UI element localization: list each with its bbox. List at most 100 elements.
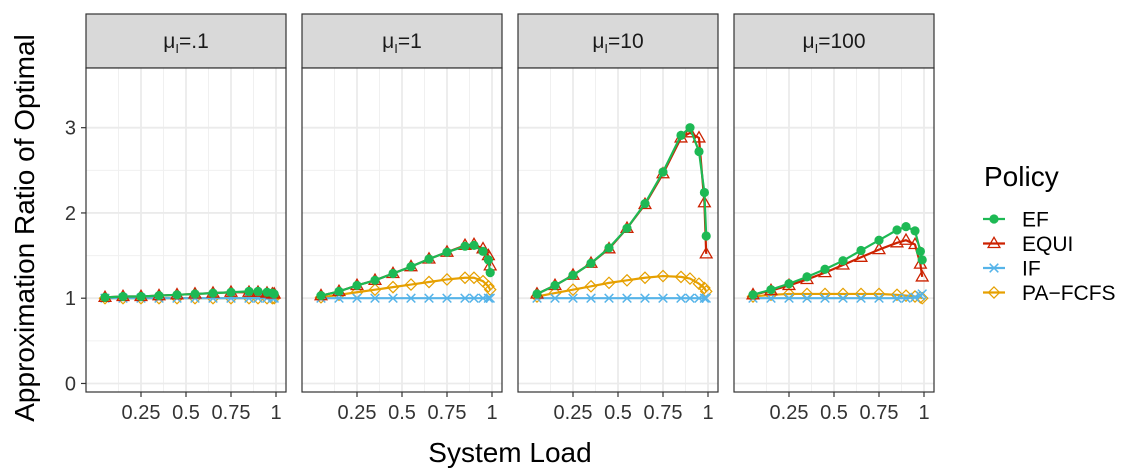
data-point	[874, 235, 884, 245]
data-point	[485, 293, 496, 304]
data-point	[458, 271, 472, 285]
series-pa-fcfs	[530, 269, 713, 303]
data-point	[136, 291, 146, 302]
facet-strip	[733, 13, 935, 69]
x-tick-label: 0.25	[122, 402, 161, 424]
data-point	[226, 287, 236, 297]
data-point	[838, 293, 848, 304]
data-point	[566, 283, 580, 297]
data-point	[917, 289, 928, 299]
legend-title: Policy	[984, 161, 1059, 192]
facet-strip	[85, 13, 287, 69]
data-point	[682, 125, 698, 138]
data-point	[206, 291, 220, 305]
x-tick-label: 0.5	[388, 402, 416, 424]
series-line	[536, 274, 708, 298]
legend-item-pa-fcfs: PA−FCFS	[983, 282, 1116, 305]
y-tick-label: 3	[65, 118, 76, 140]
data-point	[910, 226, 920, 236]
x-tick-label: 1	[486, 402, 497, 424]
data-point	[699, 246, 714, 259]
data-point	[622, 293, 632, 304]
legend-marker	[989, 214, 999, 224]
data-point	[658, 293, 668, 304]
data-point	[586, 258, 596, 268]
data-point	[701, 231, 711, 241]
data-point	[316, 291, 326, 301]
x-tick-label: 1	[702, 402, 713, 424]
facet-label: μI=10	[592, 30, 643, 56]
data-point	[568, 270, 578, 280]
panel-4: μI=100 0.25 0.5 0.75 1	[733, 13, 935, 424]
facet-label: μI=.1	[163, 30, 209, 56]
y-tick-label: 0	[65, 373, 76, 395]
data-point	[872, 287, 886, 301]
data-point	[890, 288, 904, 302]
data-point	[856, 293, 866, 304]
x-tick-label: 0.5	[820, 402, 848, 424]
data-point	[469, 240, 479, 250]
series-line	[320, 276, 492, 299]
data-point	[699, 293, 710, 304]
data-point	[782, 287, 796, 301]
data-point	[892, 293, 902, 304]
data-point	[638, 271, 652, 285]
data-point	[915, 269, 930, 282]
y-tick-label: 2	[65, 203, 76, 225]
data-point	[784, 293, 794, 304]
x-tick-label: 0.25	[554, 402, 593, 424]
data-point	[352, 293, 362, 304]
legend-marker	[989, 263, 999, 273]
data-point	[460, 241, 470, 251]
data-point	[685, 293, 695, 304]
data-point	[766, 293, 776, 304]
legend-marker	[986, 235, 1002, 249]
data-point	[483, 293, 494, 304]
data-point	[697, 281, 711, 295]
x-tick-label: 1	[270, 402, 281, 424]
data-point	[424, 254, 434, 264]
data-point	[640, 293, 650, 304]
data-point	[386, 280, 400, 294]
data-point	[818, 287, 832, 301]
data-point	[901, 293, 911, 304]
data-point	[269, 289, 279, 299]
data-point	[674, 270, 688, 284]
x-tick-label: 0.5	[604, 402, 632, 424]
data-point	[854, 287, 868, 301]
data-point	[874, 293, 884, 304]
data-point	[889, 235, 905, 248]
legend-label: EQUI	[1022, 233, 1073, 256]
data-point	[602, 276, 616, 290]
facet-strip	[301, 13, 503, 69]
data-point	[352, 280, 362, 291]
panel-3: μI=10 0.25 0.5 0.75 1	[517, 13, 719, 424]
data-point	[683, 272, 697, 286]
data-point	[802, 293, 812, 304]
data-point	[699, 187, 710, 198]
data-point	[604, 293, 614, 304]
data-point	[685, 123, 695, 133]
series-ef	[316, 240, 495, 301]
data-point	[467, 271, 481, 285]
data-point	[550, 293, 560, 304]
data-point	[658, 167, 668, 177]
data-point	[388, 293, 398, 304]
data-point	[244, 293, 254, 304]
data-point	[802, 272, 812, 282]
data-point	[676, 130, 686, 140]
data-point	[820, 264, 830, 274]
data-point	[190, 289, 200, 299]
data-point	[550, 280, 560, 291]
data-point	[838, 256, 848, 266]
data-point	[388, 268, 398, 279]
data-point	[483, 255, 493, 265]
panel-1: μI=.1 0.25 0.5 0.75 1 0 1 2 3	[65, 13, 287, 424]
facet-label: μI=1	[382, 30, 422, 56]
x-tick-label: 0.75	[860, 402, 899, 424]
legend-item-if: IF	[983, 258, 1041, 281]
data-point	[334, 286, 344, 296]
